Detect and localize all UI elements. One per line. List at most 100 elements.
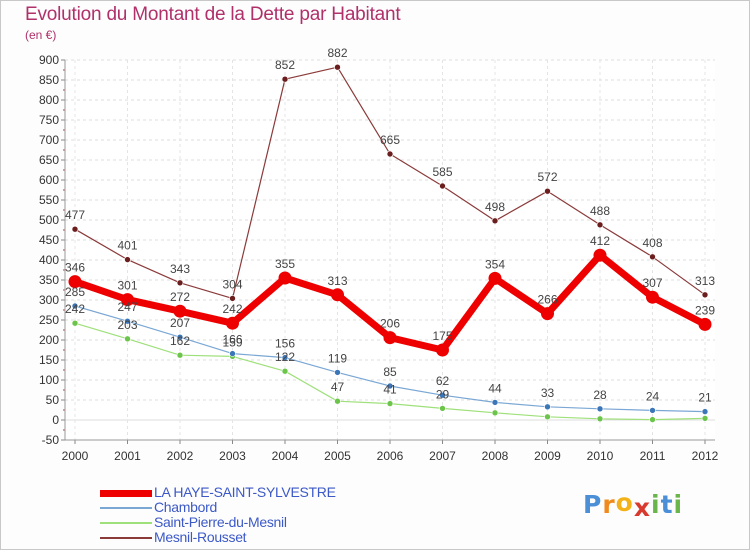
y-tick-label: 850 [39, 73, 59, 87]
data-label-0: 266 [537, 293, 557, 307]
data-point-1 [596, 405, 604, 413]
logo-letter: r [602, 490, 616, 519]
data-point-2 [701, 415, 709, 422]
data-point-0 [646, 290, 659, 304]
data-label-3: 852 [275, 58, 295, 72]
data-label-3: 304 [222, 277, 242, 291]
data-label-1: 44 [488, 381, 502, 395]
data-label-0: 301 [117, 279, 137, 293]
data-point-0 [331, 288, 344, 302]
data-point-1 [71, 302, 79, 310]
y-tick-label: 750 [39, 113, 59, 127]
data-label-3: 585 [432, 165, 452, 179]
data-label-2: 162 [170, 334, 190, 348]
data-point-3 [596, 221, 604, 229]
data-point-2 [281, 367, 289, 375]
data-label-1: 285 [65, 285, 85, 299]
data-label-3: 313 [695, 274, 715, 288]
legend-swatch [100, 489, 152, 497]
data-point-1 [281, 354, 289, 361]
data-point-2 [544, 413, 551, 421]
data-label-2: 159 [222, 335, 242, 349]
data-point-1 [334, 369, 341, 376]
data-label-3: 408 [642, 236, 662, 250]
data-point-0 [541, 307, 554, 321]
y-tick-label: 600 [39, 173, 59, 187]
y-tick-label: -50 [42, 433, 60, 447]
y-tick-label: 50 [46, 393, 60, 407]
data-point-3 [649, 253, 656, 261]
data-label-2: 203 [117, 318, 137, 332]
y-tick-label: 250 [39, 313, 59, 327]
data-point-2 [334, 397, 341, 405]
data-point-3 [334, 63, 341, 71]
data-label-3: 477 [65, 208, 85, 222]
logo-letter: o [615, 488, 634, 517]
data-point-0 [68, 275, 82, 289]
data-label-2: 242 [65, 302, 85, 316]
data-label-0: 175 [432, 329, 452, 343]
x-tick-label: 2005 [324, 449, 351, 463]
legend-swatch [100, 522, 152, 524]
logo-letter: i [673, 490, 684, 519]
y-tick-label: 350 [39, 273, 59, 287]
data-point-0 [593, 248, 607, 262]
data-point-1 [649, 407, 656, 414]
data-point-0 [488, 271, 502, 285]
proxiti-logo: Proxiti [583, 488, 684, 522]
legend-swatch [100, 507, 152, 509]
data-label-1: 28 [593, 388, 607, 402]
x-tick-label: 2012 [692, 449, 719, 463]
y-tick-label: 700 [39, 133, 59, 147]
data-label-3: 882 [327, 46, 347, 60]
x-tick-label: 2011 [640, 449, 666, 463]
y-tick-label: 0 [52, 413, 59, 427]
data-label-1: 119 [328, 351, 347, 365]
data-label-0: 355 [275, 257, 295, 271]
data-point-1 [386, 382, 394, 390]
data-label-1: 247 [117, 300, 137, 314]
data-label-1: 207 [170, 316, 190, 330]
y-tick-label: 650 [39, 153, 59, 167]
legend-label: Mesnil-Rousset [154, 529, 247, 545]
y-tick-label: 100 [39, 373, 59, 387]
logo-letter: i [651, 490, 661, 519]
data-point-2 [71, 319, 79, 327]
x-tick-label: 2003 [219, 449, 246, 463]
x-tick-label: 2007 [429, 449, 456, 463]
legend-label: LA HAYE-SAINT-SYLVESTRE [154, 484, 336, 500]
legend-label: Chambord [154, 499, 217, 515]
logo-letter: P [583, 490, 603, 519]
data-label-0: 272 [170, 290, 190, 304]
data-point-3 [491, 217, 499, 225]
data-label-0: 313 [327, 274, 347, 288]
legend-swatch [100, 537, 152, 539]
data-point-3 [176, 279, 184, 287]
data-label-0: 242 [222, 302, 242, 316]
y-tick-label: 300 [39, 293, 59, 307]
legend-label: Saint-Pierre-du-Mesnil [154, 514, 287, 530]
data-point-1 [176, 333, 184, 341]
data-point-3 [439, 182, 446, 190]
data-label-3: 665 [380, 133, 400, 147]
data-label-0: 354 [485, 257, 505, 271]
data-label-3: 488 [590, 204, 610, 218]
y-tick-label: 800 [39, 93, 59, 107]
logo-letter: t [660, 490, 674, 519]
y-tick-label: 900 [39, 53, 59, 67]
data-point-2 [386, 400, 394, 407]
x-tick-label: 2001 [114, 449, 141, 463]
x-tick-label: 2002 [167, 449, 194, 463]
data-point-2 [596, 415, 604, 423]
data-label-2: 41 [383, 383, 397, 397]
chart-unit: (en €) [25, 28, 57, 42]
data-label-3: 343 [170, 262, 190, 276]
y-tick-label: 400 [39, 253, 59, 267]
data-label-0: 206 [380, 317, 400, 331]
data-point-1 [439, 391, 446, 399]
data-label-1: 85 [383, 365, 397, 379]
data-point-1 [544, 403, 551, 411]
logo-letter: x [633, 493, 651, 522]
data-label-0: 412 [590, 234, 610, 248]
